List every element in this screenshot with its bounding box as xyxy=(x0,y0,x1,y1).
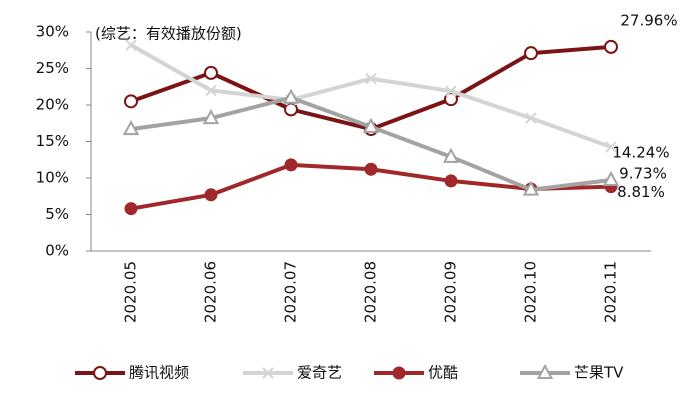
legend-label: 腾讯视频 xyxy=(129,364,189,382)
marker xyxy=(604,39,618,54)
marker xyxy=(536,363,554,379)
legend-entry: 爱奇艺 xyxy=(243,364,342,382)
marker xyxy=(525,112,537,124)
marker xyxy=(202,109,220,125)
marker xyxy=(282,88,300,104)
marker xyxy=(124,202,138,216)
y-tick-label: 25% xyxy=(36,59,69,77)
legend-label: 爱奇艺 xyxy=(297,364,342,382)
marker xyxy=(524,46,538,61)
marker xyxy=(204,65,218,80)
marker xyxy=(262,367,274,379)
value-label: 8.81% xyxy=(617,183,665,201)
value-label: 27.96% xyxy=(620,11,677,29)
marker xyxy=(605,141,617,153)
x-tick-label: 2020.06 xyxy=(202,261,220,323)
marker xyxy=(125,39,137,51)
series-line xyxy=(130,95,612,192)
y-tick-label: 10% xyxy=(36,169,69,187)
legend-entry: 优酷 xyxy=(374,364,458,382)
marker xyxy=(93,366,107,380)
marker xyxy=(122,119,140,136)
marker xyxy=(445,85,457,97)
marker xyxy=(602,170,620,186)
marker xyxy=(362,117,380,133)
value-label: 14.24% xyxy=(612,144,669,162)
marker xyxy=(442,147,460,163)
marker xyxy=(364,162,378,176)
marker xyxy=(522,180,540,196)
marker xyxy=(444,174,458,188)
x-tick-label: 2020.05 xyxy=(122,261,140,323)
legend-label: 优酷 xyxy=(428,364,458,382)
value-label: 9.73% xyxy=(619,164,667,182)
x-tick-label: 2020.08 xyxy=(362,261,380,323)
y-tick-label: 20% xyxy=(36,96,69,114)
legend-entry: 腾讯视频 xyxy=(75,364,189,382)
marker xyxy=(392,366,406,380)
marker xyxy=(365,73,377,85)
marker xyxy=(284,158,298,172)
x-tick-label: 2020.07 xyxy=(282,261,300,323)
y-tick-label: 0% xyxy=(45,242,69,260)
y-tick-label: 5% xyxy=(45,205,69,223)
x-tick-label: 2020.11 xyxy=(602,261,620,323)
x-tick-label: 2020.09 xyxy=(442,261,460,323)
legend-entry: 芒果TV xyxy=(520,364,624,382)
marker xyxy=(124,94,138,109)
marker xyxy=(205,84,217,97)
x-tick-label: 2020.10 xyxy=(522,261,540,323)
legend-label: 芒果TV xyxy=(574,364,624,382)
y-tick-label: 15% xyxy=(36,132,69,150)
y-tick-label: 30% xyxy=(36,23,69,41)
annotation: (综艺：有效播放份额) xyxy=(95,25,242,43)
marker xyxy=(204,188,218,202)
